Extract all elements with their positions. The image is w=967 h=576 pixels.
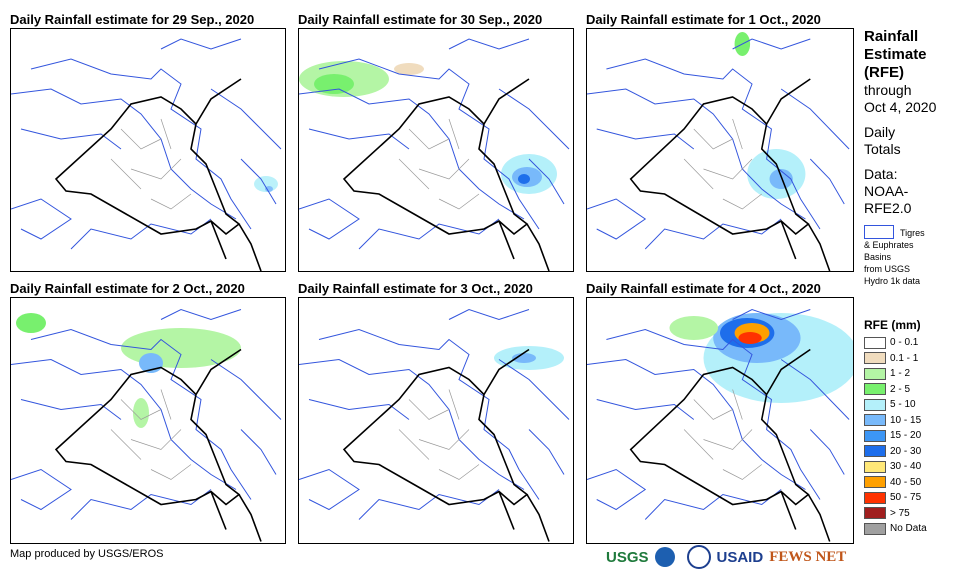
legend: RFE (mm) 0 - 0.1 0.1 - 1 1 - 2 2 - 5 5 - 10 1…	[864, 318, 927, 537]
legend-label: 30 - 40	[890, 461, 922, 473]
map-panel-oct1	[586, 28, 854, 272]
legend-item: No Data	[864, 521, 927, 537]
info-title: (RFE)	[864, 64, 904, 81]
legend-swatch	[864, 398, 886, 411]
legend-item: 5 - 10	[864, 397, 927, 413]
basin-swatch	[864, 225, 894, 239]
legend-item: 40 - 50	[864, 475, 927, 491]
usaid-logo: USAID	[716, 548, 764, 566]
legend-swatch	[864, 352, 886, 365]
legend-item: 20 - 30	[864, 444, 927, 460]
legend-label: 50 - 75	[890, 492, 922, 504]
legend-swatch	[864, 476, 886, 489]
legend-swatch	[864, 414, 886, 427]
legend-item: 30 - 40	[864, 459, 927, 475]
info-date: Oct 4, 2020	[864, 99, 937, 115]
map-info: Rainfall Estimate (RFE) through Oct 4, 2…	[864, 28, 936, 287]
legend-item: 10 - 15	[864, 413, 927, 429]
legend-label: 40 - 50	[890, 476, 922, 488]
legend-swatch	[864, 522, 886, 535]
footer-credit: Map produced by USGS/EROS	[10, 548, 164, 560]
legend-swatch	[864, 367, 886, 380]
panel-title: Daily Rainfall estimate for 29 Sep., 202…	[10, 12, 255, 27]
legend-item: 0.1 - 1	[864, 351, 927, 367]
noaa-logo	[654, 547, 675, 567]
legend-item: 2 - 5	[864, 382, 927, 398]
legend-item: 15 - 20	[864, 428, 927, 444]
legend-item: 50 - 75	[864, 490, 927, 506]
partner-logos: USGS USAID FEWS NET	[606, 545, 846, 569]
map-panel-oct2	[10, 297, 286, 544]
info-text: through	[864, 82, 912, 98]
legend-swatch	[864, 491, 886, 504]
legend-item: > 75	[864, 506, 927, 522]
legend-item: 1 - 2	[864, 366, 927, 382]
legend-label: 0.1 - 1	[890, 352, 919, 364]
legend-swatch	[864, 507, 886, 520]
basin-label: from USGS	[864, 264, 911, 274]
info-title: Rainfall	[864, 28, 919, 45]
legend-label: > 75	[890, 507, 910, 519]
legend-swatch	[864, 460, 886, 473]
basin-label: Tigres	[900, 228, 925, 238]
usgs-logo: USGS	[606, 548, 649, 566]
legend-item: 0 - 0.1	[864, 335, 927, 351]
basin-label: Basins	[864, 252, 892, 262]
legend-label: 20 - 30	[890, 445, 922, 457]
usaid-seal	[686, 545, 711, 569]
legend-label: 2 - 5	[890, 383, 911, 395]
map-panel-oct3	[298, 297, 574, 544]
legend-title: RFE (mm)	[864, 318, 921, 332]
info-text: Totals	[864, 141, 901, 157]
basin-label: Hydro 1k data	[864, 276, 921, 286]
panel-title: Daily Rainfall estimate for 30 Sep., 202…	[298, 12, 543, 27]
map-panel-oct4	[586, 297, 854, 544]
legend-swatch	[864, 336, 886, 349]
panel-title: Daily Rainfall estimate for 3 Oct., 2020	[298, 281, 533, 296]
legend-swatch	[864, 429, 886, 442]
legend-swatch	[864, 445, 886, 458]
panel-title: Daily Rainfall estimate for 4 Oct., 2020	[586, 281, 821, 296]
legend-label: 10 - 15	[890, 414, 922, 426]
legend-label: 1 - 2	[890, 368, 911, 380]
legend-label: 5 - 10	[890, 399, 916, 411]
legend-label: 0 - 0.1	[890, 337, 919, 349]
info-title: Estimate	[864, 46, 927, 63]
legend-label: 15 - 20	[890, 430, 922, 442]
legend-swatch	[864, 383, 886, 396]
info-text: RFE2.0	[864, 200, 912, 216]
fewsnet-logo: FEWS NET	[769, 548, 847, 565]
legend-label: No Data	[890, 523, 927, 535]
info-text: NOAA-	[864, 183, 909, 199]
map-panel-sep30	[298, 28, 574, 272]
panel-title: Daily Rainfall estimate for 2 Oct., 2020	[10, 281, 245, 296]
basin-label: & Euphrates	[864, 240, 914, 250]
info-text: Data:	[864, 166, 898, 182]
info-text: Daily	[864, 124, 896, 140]
map-panel-sep29	[10, 28, 286, 272]
panel-title: Daily Rainfall estimate for 1 Oct., 2020	[586, 12, 821, 27]
